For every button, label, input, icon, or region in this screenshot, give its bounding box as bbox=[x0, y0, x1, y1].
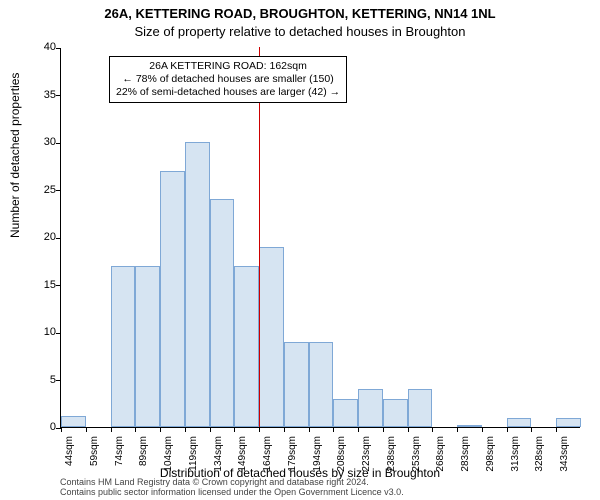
chart-container: 26A, KETTERING ROAD, BROUGHTON, KETTERIN… bbox=[0, 0, 600, 500]
xtick-mark bbox=[86, 427, 87, 432]
histogram-bar bbox=[111, 266, 136, 428]
xtick-label: 238sqm bbox=[386, 436, 397, 480]
xtick-mark bbox=[259, 427, 260, 432]
xtick-label: 89sqm bbox=[138, 436, 149, 480]
ytick-label: 10 bbox=[26, 326, 56, 338]
xtick-mark bbox=[309, 427, 310, 432]
histogram-bar bbox=[309, 342, 334, 428]
xtick-mark bbox=[61, 427, 62, 432]
xtick-mark bbox=[185, 427, 186, 432]
histogram-bar bbox=[333, 399, 358, 428]
histogram-bar bbox=[556, 418, 581, 428]
xtick-mark bbox=[482, 427, 483, 432]
xtick-label: 223sqm bbox=[361, 436, 372, 480]
xtick-label: 298sqm bbox=[485, 436, 496, 480]
xtick-mark bbox=[333, 427, 334, 432]
histogram-bar bbox=[210, 199, 235, 427]
histogram-bar bbox=[160, 171, 185, 428]
xtick-label: 283sqm bbox=[460, 436, 471, 480]
chart-title-sub: Size of property relative to detached ho… bbox=[0, 24, 600, 39]
xtick-label: 179sqm bbox=[287, 436, 298, 480]
xtick-mark bbox=[507, 427, 508, 432]
xtick-label: 44sqm bbox=[64, 436, 75, 480]
xtick-mark bbox=[284, 427, 285, 432]
ytick-mark bbox=[56, 190, 61, 191]
histogram-bar bbox=[185, 142, 210, 427]
xtick-label: 343sqm bbox=[559, 436, 570, 480]
reference-line bbox=[259, 47, 260, 427]
ytick-mark bbox=[56, 48, 61, 49]
xtick-label: 208sqm bbox=[336, 436, 347, 480]
histogram-bar bbox=[358, 389, 383, 427]
ytick-mark bbox=[56, 285, 61, 286]
footer-attribution: Contains HM Land Registry data © Crown c… bbox=[60, 478, 404, 498]
xtick-mark bbox=[234, 427, 235, 432]
ytick-label: 0 bbox=[26, 421, 56, 433]
ytick-mark bbox=[56, 333, 61, 334]
xtick-label: 134sqm bbox=[213, 436, 224, 480]
xtick-label: 194sqm bbox=[312, 436, 323, 480]
xtick-mark bbox=[408, 427, 409, 432]
histogram-bar bbox=[284, 342, 309, 428]
xtick-label: 268sqm bbox=[435, 436, 446, 480]
ytick-mark bbox=[56, 95, 61, 96]
annotation-box: 26A KETTERING ROAD: 162sqm← 78% of detac… bbox=[109, 56, 347, 103]
ytick-mark bbox=[56, 380, 61, 381]
ytick-label: 15 bbox=[26, 279, 56, 291]
footer-line-2: Contains public sector information licen… bbox=[60, 488, 404, 498]
xtick-mark bbox=[111, 427, 112, 432]
xtick-mark bbox=[210, 427, 211, 432]
histogram-bar bbox=[457, 425, 482, 427]
xtick-mark bbox=[531, 427, 532, 432]
ytick-label: 25 bbox=[26, 184, 56, 196]
histogram-bar bbox=[234, 266, 259, 428]
ytick-label: 35 bbox=[26, 89, 56, 101]
xtick-mark bbox=[457, 427, 458, 432]
xtick-label: 253sqm bbox=[411, 436, 422, 480]
xtick-mark bbox=[432, 427, 433, 432]
chart-title-main: 26A, KETTERING ROAD, BROUGHTON, KETTERIN… bbox=[0, 6, 600, 21]
ytick-label: 30 bbox=[26, 136, 56, 148]
xtick-mark bbox=[135, 427, 136, 432]
xtick-mark bbox=[358, 427, 359, 432]
histogram-bar bbox=[408, 389, 433, 427]
xtick-label: 104sqm bbox=[163, 436, 174, 480]
xtick-label: 59sqm bbox=[89, 436, 100, 480]
histogram-bar bbox=[259, 247, 284, 428]
histogram-bar bbox=[507, 418, 532, 428]
xtick-mark bbox=[556, 427, 557, 432]
xtick-label: 328sqm bbox=[534, 436, 545, 480]
annotation-line: 22% of semi-detached houses are larger (… bbox=[116, 86, 340, 99]
y-axis-label: Number of detached properties bbox=[8, 73, 22, 238]
ytick-label: 20 bbox=[26, 231, 56, 243]
annotation-line: ← 78% of detached houses are smaller (15… bbox=[116, 73, 340, 86]
ytick-label: 40 bbox=[26, 41, 56, 53]
histogram-bar bbox=[383, 399, 408, 428]
ytick-mark bbox=[56, 143, 61, 144]
xtick-label: 119sqm bbox=[188, 436, 199, 480]
xtick-label: 313sqm bbox=[510, 436, 521, 480]
plot-area: 26A KETTERING ROAD: 162sqm← 78% of detac… bbox=[60, 48, 580, 428]
histogram-bar bbox=[135, 266, 160, 428]
xtick-label: 74sqm bbox=[114, 436, 125, 480]
xtick-mark bbox=[160, 427, 161, 432]
annotation-line: 26A KETTERING ROAD: 162sqm bbox=[116, 60, 340, 73]
xtick-label: 149sqm bbox=[237, 436, 248, 480]
xtick-label: 164sqm bbox=[262, 436, 273, 480]
histogram-bar bbox=[61, 416, 86, 427]
xtick-mark bbox=[383, 427, 384, 432]
ytick-mark bbox=[56, 238, 61, 239]
ytick-label: 5 bbox=[26, 374, 56, 386]
